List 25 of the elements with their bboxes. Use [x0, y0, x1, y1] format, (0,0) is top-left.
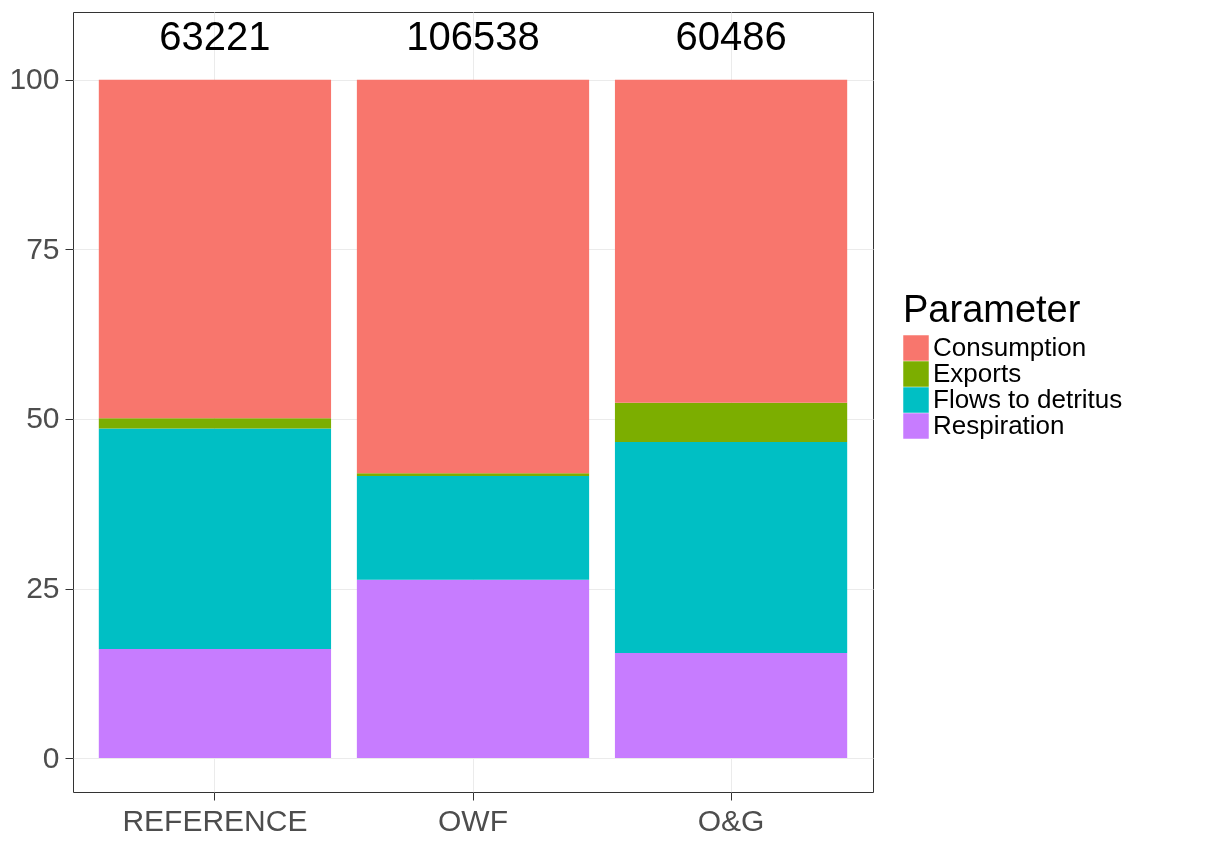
- y-tick-label: 0: [42, 740, 60, 774]
- bar: [98, 418, 332, 429]
- legend-title: Parameter: [903, 288, 1081, 330]
- legend-label: Respiration: [933, 410, 1065, 440]
- bar: [98, 428, 332, 649]
- bar: [356, 473, 590, 476]
- x-tick-label: REFERENCE: [122, 803, 308, 837]
- y-tick-label: 75: [26, 231, 60, 265]
- bar: [614, 652, 848, 759]
- bar: [98, 79, 332, 419]
- x-tick-label: OWF: [438, 803, 508, 837]
- bar: [614, 79, 848, 403]
- bar: [356, 79, 590, 474]
- bar: [614, 402, 848, 443]
- annotation: 106538: [406, 13, 540, 58]
- bar: [356, 579, 590, 759]
- x-tick-label: O&G: [697, 803, 765, 837]
- bar: [356, 475, 590, 580]
- y-tick-label: 25: [26, 571, 60, 605]
- y-tick-label: 50: [26, 401, 60, 435]
- bar: [614, 442, 848, 653]
- bar: [98, 648, 332, 759]
- y-tick-label: 100: [9, 62, 60, 96]
- annotation: 63221: [159, 13, 271, 58]
- annotation: 60486: [675, 13, 787, 58]
